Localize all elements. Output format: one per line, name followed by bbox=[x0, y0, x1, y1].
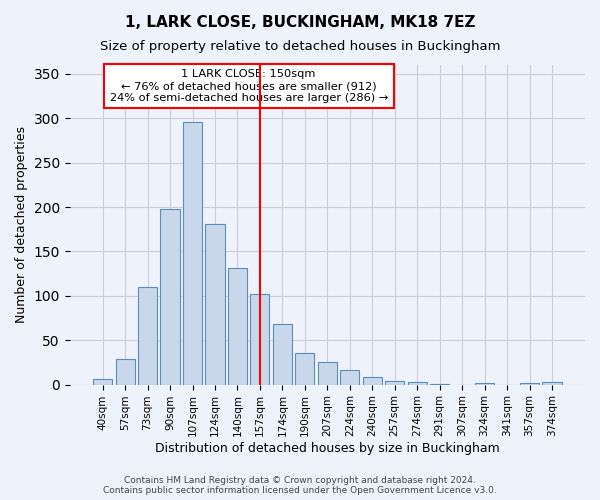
Bar bbox=[138, 287, 157, 384]
Bar bbox=[363, 378, 382, 384]
Bar bbox=[340, 370, 359, 384]
Bar bbox=[228, 268, 247, 384]
Bar bbox=[93, 380, 112, 384]
Bar bbox=[116, 359, 134, 384]
Bar bbox=[160, 209, 179, 384]
Bar bbox=[250, 294, 269, 384]
Bar bbox=[183, 122, 202, 384]
Bar bbox=[407, 382, 427, 384]
Bar bbox=[520, 383, 539, 384]
Bar bbox=[385, 381, 404, 384]
Text: Size of property relative to detached houses in Buckingham: Size of property relative to detached ho… bbox=[100, 40, 500, 53]
Bar bbox=[295, 352, 314, 384]
X-axis label: Distribution of detached houses by size in Buckingham: Distribution of detached houses by size … bbox=[155, 442, 500, 455]
Bar bbox=[475, 383, 494, 384]
Text: Contains HM Land Registry data © Crown copyright and database right 2024.
Contai: Contains HM Land Registry data © Crown c… bbox=[103, 476, 497, 495]
Text: 1 LARK CLOSE: 150sqm
← 76% of detached houses are smaller (912)
24% of semi-deta: 1 LARK CLOSE: 150sqm ← 76% of detached h… bbox=[110, 70, 388, 102]
Bar bbox=[205, 224, 224, 384]
Y-axis label: Number of detached properties: Number of detached properties bbox=[15, 126, 28, 324]
Bar bbox=[318, 362, 337, 384]
Bar bbox=[542, 382, 562, 384]
Bar bbox=[273, 324, 292, 384]
Text: 1, LARK CLOSE, BUCKINGHAM, MK18 7EZ: 1, LARK CLOSE, BUCKINGHAM, MK18 7EZ bbox=[125, 15, 475, 30]
